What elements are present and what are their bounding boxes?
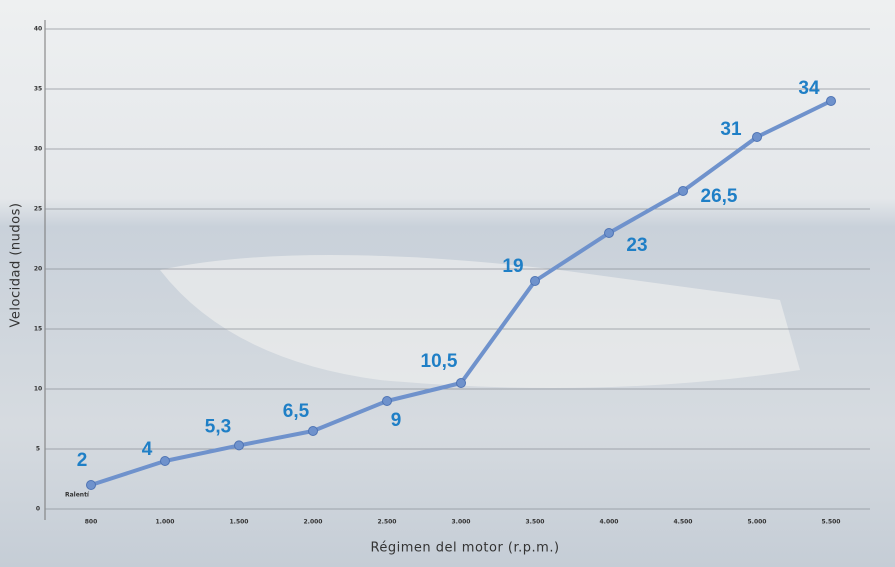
y-tick-label: 15 [34, 326, 42, 333]
point [309, 427, 318, 436]
x-tick-label: 4.500 [674, 519, 693, 526]
x-tick-label: 3.000 [452, 519, 471, 526]
x-tick-label: 3.500 [526, 519, 545, 526]
y-tick-label: 35 [34, 86, 42, 93]
y-tick-label: 25 [34, 206, 42, 213]
value-label: 4 [142, 439, 153, 460]
value-label: 2 [77, 450, 88, 471]
y-axis-title: Velocidad (nudos) [9, 203, 24, 328]
point [161, 457, 170, 466]
chart: Velocidad (nudos) Régimen del motor (r.p… [0, 0, 895, 567]
x-tick-label: 1.500 [230, 519, 249, 526]
point [383, 397, 392, 406]
value-label: 6,5 [283, 401, 310, 422]
y-tick-label: 0 [36, 506, 40, 513]
y-tick-label: 10 [34, 386, 42, 393]
y-tick-label: 5 [36, 446, 40, 453]
x-tick-label: 5.500 [822, 519, 841, 526]
x-tick-label: 5.000 [748, 519, 767, 526]
x-tick-label: 1.000 [156, 519, 175, 526]
point [87, 481, 96, 490]
x-tick-label: 4.000 [600, 519, 619, 526]
point [457, 379, 466, 388]
point [235, 441, 244, 450]
value-label: 10,5 [421, 351, 458, 372]
point [679, 187, 688, 196]
y-tick-label: 30 [34, 146, 42, 153]
point [827, 97, 836, 106]
y-tick-label: 20 [34, 266, 42, 273]
annotation: Ralentí [65, 492, 90, 499]
point [531, 277, 540, 286]
y-tick-label: 40 [34, 26, 42, 33]
x-axis-title: Régimen del motor (r.p.m.) [370, 541, 559, 556]
point [753, 133, 762, 142]
x-tick-label: 2.500 [378, 519, 397, 526]
value-label: 5,3 [205, 416, 231, 437]
value-label: 23 [626, 235, 647, 256]
value-label: 9 [391, 410, 402, 431]
x-tick-label: 800 [85, 519, 98, 526]
point [605, 229, 614, 238]
x-tick-label: 2.000 [304, 519, 323, 526]
value-label: 34 [798, 78, 820, 99]
value-label: 31 [720, 119, 742, 140]
value-label: 19 [502, 256, 523, 277]
value-label: 26,5 [701, 186, 738, 207]
